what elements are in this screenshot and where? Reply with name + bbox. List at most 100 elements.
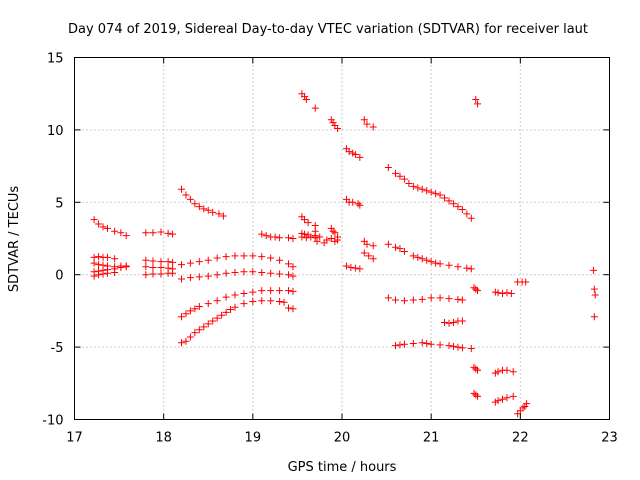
data-points [90,90,599,418]
data-point [470,284,478,292]
data-point [186,195,194,203]
data-point [99,270,107,278]
data-point [142,229,150,237]
data-point [213,314,221,322]
y-tick-label: -10 [42,414,63,429]
data-series [311,227,321,245]
data-point [454,343,462,351]
data-point [204,320,212,328]
data-point [400,175,408,183]
data-point [423,256,431,264]
data-point [111,269,119,277]
data-point [316,233,324,241]
data-point [99,223,107,231]
data-point [95,253,103,261]
data-point [209,317,217,325]
data-point [157,228,165,236]
data-point [219,212,227,220]
x-tick-labels: 17 18 19 20 21 22 23 [66,431,618,446]
data-point [331,229,339,237]
data-point [249,252,257,260]
data-point [409,339,417,347]
data-point [323,236,331,244]
data-point [405,179,413,187]
data-point [191,200,199,208]
data-point [258,269,266,277]
data-point [499,290,506,298]
data-series [491,366,517,377]
data-point [356,201,364,209]
data-series [327,116,342,132]
data-point [204,300,212,308]
data-point [142,271,150,279]
data-series [142,269,177,279]
data-point [400,248,408,256]
data-point [521,402,529,410]
data-series [320,235,342,247]
data-point [249,268,257,276]
data-point [122,263,130,271]
data-point [454,203,462,211]
data-point [103,253,111,261]
data-series [298,221,319,239]
data-point [95,271,103,279]
data-series [178,252,297,271]
data-point [400,297,408,305]
data-point [523,400,531,408]
data-point [285,304,292,312]
data-point [301,216,309,224]
data-point [276,234,284,242]
data-point [301,93,309,101]
data-point [285,260,292,268]
data-point [142,256,150,264]
data-point [409,182,417,190]
data-point [474,287,482,295]
data-series [470,389,482,400]
data-point [432,259,440,267]
data-point [392,243,399,251]
data-point [267,287,275,295]
data-point [436,260,444,268]
data-point [289,272,297,280]
data-series [589,266,599,321]
data-point [418,185,426,193]
x-tick-label: 23 [601,431,618,446]
data-point [222,308,230,316]
data-point [111,255,119,263]
data-point [240,300,248,308]
data-point [418,295,426,303]
data-point [436,191,444,199]
data-point [117,229,125,237]
data-series [258,230,324,242]
data-point [213,271,221,279]
data-point [311,232,319,240]
data-point [267,254,275,262]
chart-title: Day 074 of 2019, Sidereal Day-to-day VTE… [68,22,588,37]
y-tick-label: 5 [55,196,63,211]
data-point [445,295,453,303]
data-point [445,261,453,269]
y-tick-label: -5 [51,341,64,356]
data-point [262,232,270,240]
data-series [470,363,482,374]
data-point [231,252,239,260]
data-point [384,294,392,302]
data-point [149,270,157,278]
data-point [301,230,309,238]
data-point [347,263,355,271]
data-point [427,258,435,266]
data-point [327,224,335,232]
data-series [384,164,475,222]
data-series [90,265,119,276]
data-point [472,95,480,103]
data-point [195,203,203,211]
data-point [313,237,321,245]
data-point [240,268,248,276]
data-point [169,258,177,266]
data-point [427,294,435,302]
data-series [342,145,364,161]
data-series [342,262,364,273]
data-point [200,205,208,213]
data-point [178,275,185,283]
data-point [213,297,221,305]
